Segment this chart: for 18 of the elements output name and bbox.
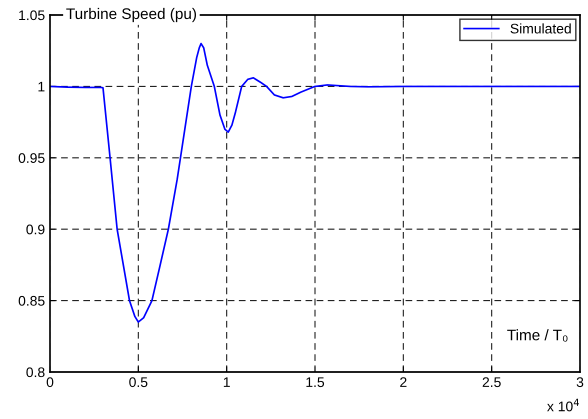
- x-tick-label: 2.5: [482, 377, 501, 388]
- legend-label: Simulated: [510, 23, 571, 34]
- y-tick-label: 1.05: [19, 10, 45, 20]
- y-tick-label: 0.9: [26, 224, 44, 234]
- y-tick-label: 0.95: [18, 153, 45, 163]
- x-tick-label: 1: [224, 377, 230, 387]
- y-tick-label: 0.85: [18, 296, 45, 306]
- x-tick-label: 0.5: [129, 377, 148, 388]
- line-series: [50, 42, 580, 323]
- x-tick-label: 2: [400, 377, 406, 387]
- annotation: Time / T₀: [507, 329, 568, 342]
- x-tick-label: 3: [576, 377, 584, 388]
- x-tick-label: 0: [46, 377, 54, 388]
- x-tick-label: 1.5: [306, 377, 324, 388]
- text: x 10$^{4}$: [547, 398, 579, 412]
- y-tick-label: 1: [38, 82, 44, 92]
- chart-title: Turbine Speed (pu): [66, 8, 196, 22]
- y-tick-label: 0.8: [26, 367, 45, 378]
